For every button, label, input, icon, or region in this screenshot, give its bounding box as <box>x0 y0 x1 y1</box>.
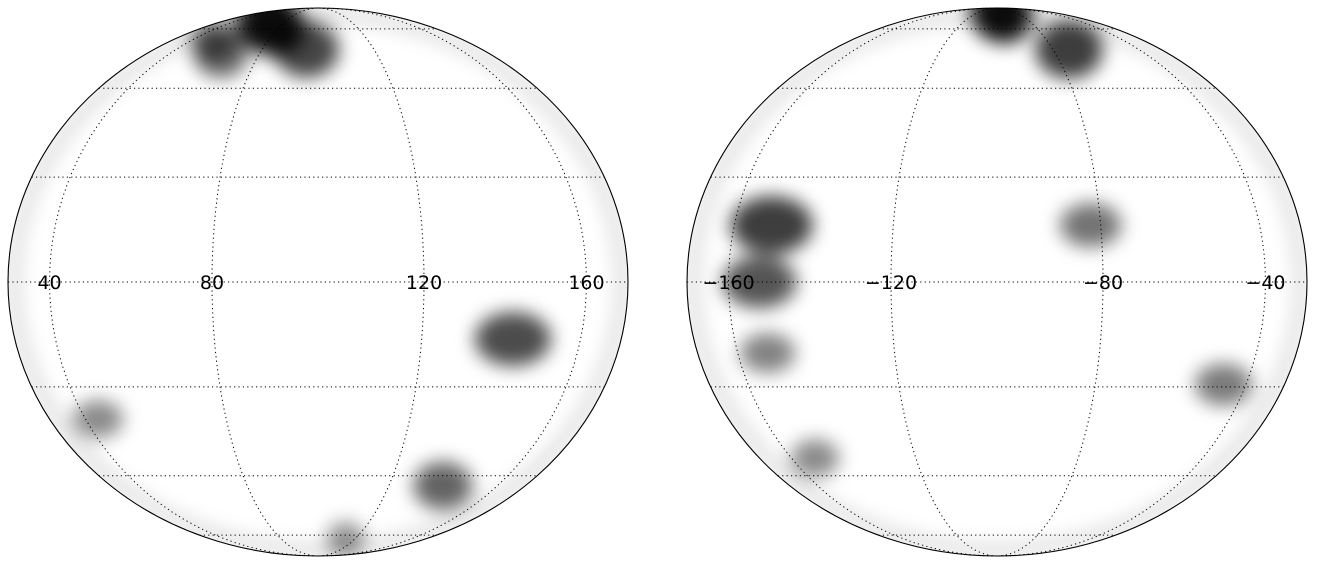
meridian-line <box>211 7 319 557</box>
shading-feature <box>274 21 340 78</box>
rim-shading <box>687 8 1307 556</box>
longitude-labels-right: −160 −120 −80 −40 <box>702 272 1285 294</box>
shading-left <box>8 8 628 556</box>
meridian-line <box>890 7 998 557</box>
shading-feature <box>739 332 796 373</box>
shading-feature <box>474 311 552 366</box>
rim-shading <box>8 8 628 556</box>
graticule-right <box>687 7 1307 557</box>
longitude-label: −160 <box>702 272 754 294</box>
shading-feature <box>73 400 124 438</box>
longitude-labels-left: 40 80 120 160 <box>37 272 604 294</box>
shading-right <box>687 8 1307 556</box>
longitude-label: −120 <box>865 272 917 294</box>
shading-feature <box>1194 363 1253 406</box>
meridian-line <box>996 7 1267 557</box>
longitude-label: −80 <box>1083 272 1123 294</box>
globe-rim-right <box>686 7 1308 557</box>
meridian-line <box>996 7 1104 557</box>
globe-left: 40 80 120 160 <box>7 7 629 557</box>
meridian-line <box>48 7 319 557</box>
longitude-label: 40 <box>37 272 61 294</box>
globe-rim-left <box>7 7 629 557</box>
shading-feature <box>791 439 840 478</box>
longitude-label: 160 <box>568 272 604 294</box>
globe-right: −160 −120 −80 −40 <box>686 7 1308 557</box>
shading-feature <box>413 461 473 510</box>
meridian-line <box>317 7 425 557</box>
shading-feature <box>730 196 813 255</box>
shading-feature <box>1059 203 1122 248</box>
longitude-label: −40 <box>1245 272 1285 294</box>
graticule-left <box>8 7 628 557</box>
shading-feature <box>1035 20 1103 79</box>
longitude-label: 80 <box>200 272 224 294</box>
shading-feature <box>722 256 797 308</box>
longitude-label: 120 <box>406 272 442 294</box>
